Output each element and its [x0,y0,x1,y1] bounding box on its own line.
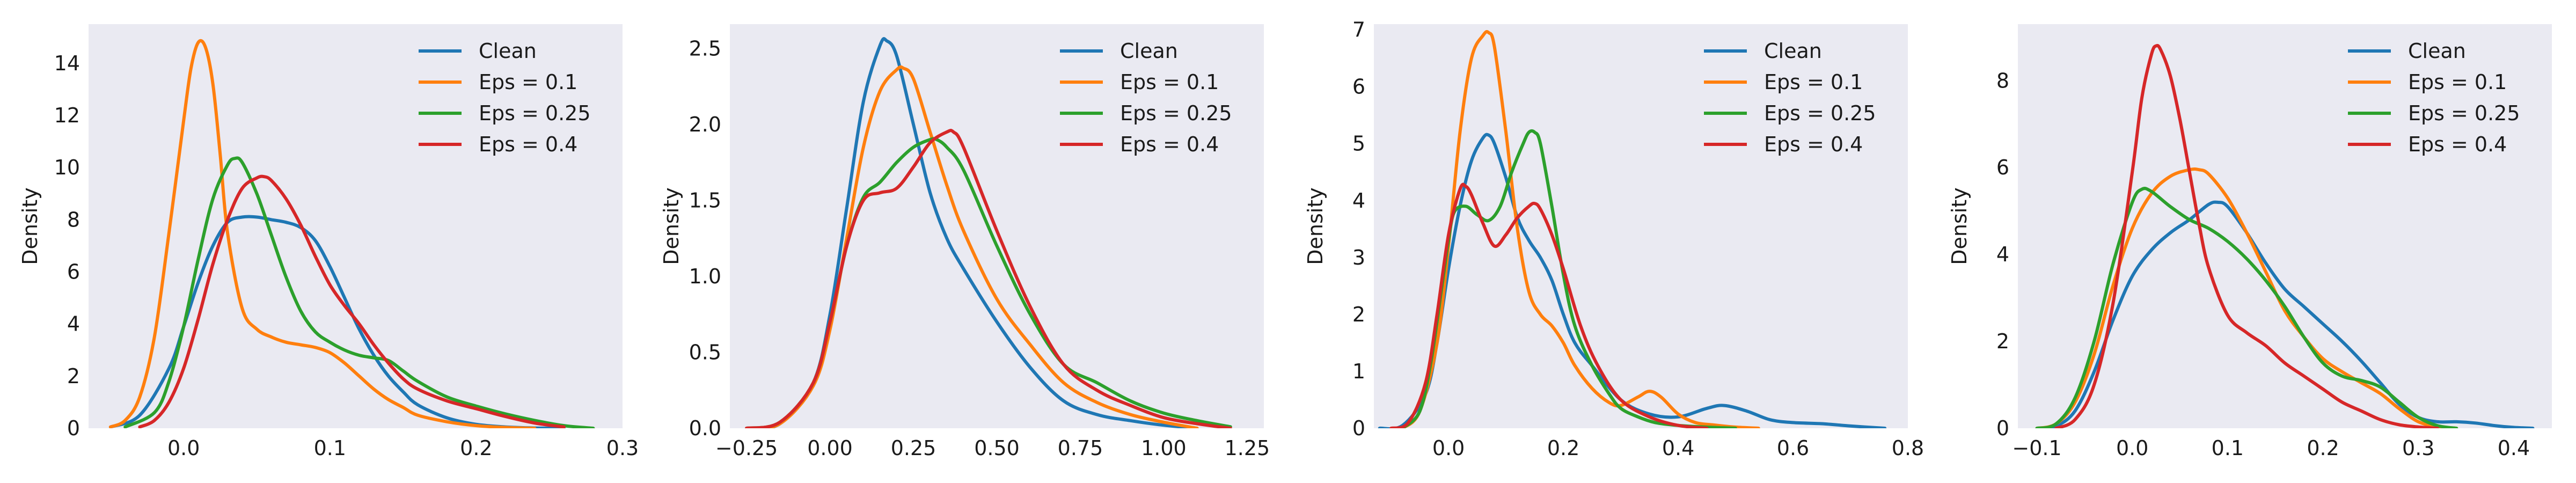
y-tick-label: 0.0 [689,416,721,440]
y-tick-label: 2 [1352,303,1365,326]
x-tick-label: −0.1 [2012,436,2061,460]
series-line-0 [108,215,566,428]
legend-label: Eps = 0.25 [2408,101,2520,125]
series-line-1 [1401,30,1760,428]
x-tick-label: 0.00 [807,436,853,460]
legend: Clean Eps = 0.1 Eps = 0.25 Eps = 0.4 [419,39,591,156]
legend-label: Eps = 0.25 [1764,101,1876,125]
series-line-1 [108,39,537,428]
y-tick-label: 5 [1352,132,1365,156]
x-tick-label: 0.2 [2307,436,2339,460]
chart-panel-3: 0 1 2 3 4 5 6 7 0.0 0.2 0.4 0.6 0.8 Density Clean Eps =… [1304,18,1924,460]
series-line-0 [2035,200,2535,428]
y-tick-label: 14 [54,52,80,75]
x-tick-label: 0.75 [1058,436,1103,460]
series-line-3 [1389,182,1709,428]
legend: Clean Eps = 0.1 Eps = 0.25 Eps = 0.4 [2348,39,2520,156]
y-tick-label: 0.5 [689,340,721,364]
x-tick-label: 0.4 [2498,436,2530,460]
x-tick-label: 1.25 [1225,436,1270,460]
legend-label: Eps = 0.4 [479,133,577,156]
y-tick-label: 7 [1352,18,1365,42]
legend-label: Clean [479,39,537,63]
x-tick-label: 0.0 [167,436,200,460]
y-tick-label: 1.5 [689,188,721,212]
y-tick-label: 6 [67,260,80,284]
legend-label: Eps = 0.1 [2408,70,2507,94]
x-tick-label: 0.0 [2116,436,2148,460]
plot-area [1374,24,1908,428]
x-tick-label: 0.2 [460,436,492,460]
legend-label: Clean [1120,39,1178,63]
x-tick-label: 0.1 [314,436,346,460]
x-tick-label: 0.25 [891,436,936,460]
plot-area [730,24,1264,428]
legend-label: Eps = 0.25 [479,101,591,125]
x-tick-label: 0.8 [1892,436,1924,460]
legend: Clean Eps = 0.1 Eps = 0.25 Eps = 0.4 [1060,39,1232,156]
x-tick-label: 0.0 [1432,436,1465,460]
y-tick-label: 10 [54,156,80,179]
y-axis-title: Density [1304,187,1327,265]
series-lines [108,39,595,428]
y-tick-label: 3 [1352,246,1365,269]
legend-label: Eps = 0.4 [1764,133,1863,156]
y-tick-label: 2.0 [689,113,721,136]
y-axis-title: Density [1948,187,1971,265]
series-line-1 [2035,167,2458,428]
x-tick-label: −0.25 [715,436,778,460]
series-line-3 [138,174,566,428]
y-axis-title: Density [18,187,42,265]
series-line-3 [745,129,1232,428]
series-line-0 [745,37,1199,428]
plot-area [2018,24,2552,428]
x-tick-label: 0.3 [2402,436,2434,460]
series-line-0 [1378,133,1887,428]
series-lines [745,37,1232,428]
y-tick-label: 1 [1352,360,1365,383]
plot-area [89,24,623,428]
series-lines [2035,43,2535,428]
series-lines [1378,30,1887,428]
legend-label: Eps = 0.1 [1120,70,1219,94]
legend-label: Eps = 0.1 [1764,70,1863,94]
x-tick-label: 0.3 [606,436,639,460]
y-tick-label: 6 [1352,75,1365,99]
x-tick-label: 0.1 [2212,436,2244,460]
legend-label: Eps = 0.1 [479,70,577,94]
y-tick-label: 0 [1996,416,2009,440]
y-tick-label: 4 [1352,189,1365,213]
x-tick-label: 0.2 [1547,436,1579,460]
y-tick-label: 6 [1996,156,2009,179]
y-axis-title: Density [660,187,683,265]
y-tick-label: 2 [67,364,80,388]
y-tick-label: 0 [1352,416,1365,440]
y-tick-label: 2 [1996,330,2009,353]
series-line-2 [2035,187,2458,428]
chart-panel-2: 0.0 0.5 1.0 1.5 2.0 2.5 −0.25 0.00 0.25 0.50 0.75 1… [660,24,1270,460]
y-tick-label: 1.0 [689,265,721,288]
series-line-3 [2054,43,2439,428]
chart-panel-1: 0 2 4 6 8 10 12 14 0.0 0.1 0.2 0.3 Density Clean Eps =… [18,24,639,460]
legend-label: Eps = 0.25 [1120,101,1232,125]
y-tick-label: 8 [67,208,80,231]
y-tick-label: 0 [67,416,80,440]
x-tick-label: 0.4 [1662,436,1694,460]
legend-label: Eps = 0.4 [1120,133,1219,156]
y-tick-label: 2.5 [689,36,721,60]
y-tick-label: 12 [54,104,80,127]
y-tick-label: 4 [67,312,80,336]
legend-label: Clean [2408,39,2466,63]
legend: Clean Eps = 0.1 Eps = 0.25 Eps = 0.4 [1704,39,1876,156]
y-tick-label: 4 [1996,243,2009,266]
x-tick-label: 0.50 [974,436,1020,460]
x-tick-label: 1.00 [1141,436,1187,460]
x-tick-label: 0.6 [1777,436,1809,460]
series-line-2 [123,156,595,428]
legend-label: Eps = 0.4 [2408,133,2507,156]
chart-panel-4: 0 2 4 6 8 −0.1 0.0 0.1 0.2 0.3 0.4 Density Clean Eps … [1948,24,2552,460]
y-tick-label: 8 [1996,69,2009,92]
legend-label: Clean [1764,39,1822,63]
